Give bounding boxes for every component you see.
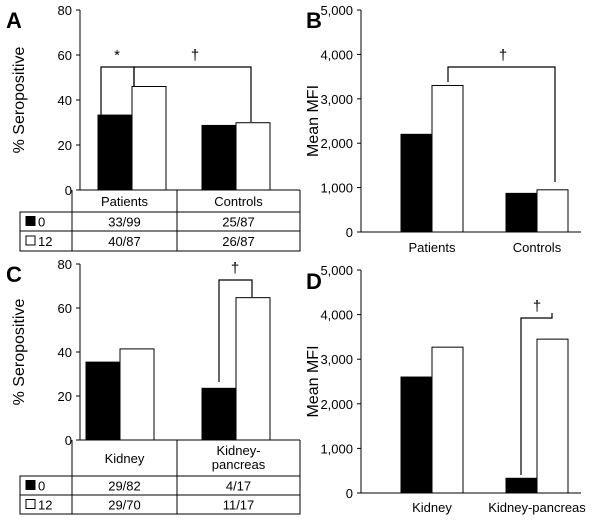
panel-letter: A <box>6 8 22 33</box>
y-axis-title: % Seropositive <box>11 299 28 406</box>
significance-marker: * <box>114 47 120 64</box>
bar-kidney-pancreas-12 <box>235 297 271 441</box>
table-cell: 40/87 <box>108 234 141 249</box>
y-tick-label: 3,000 <box>320 92 353 107</box>
y-tick-label: 4,000 <box>320 308 353 323</box>
bar-patients-12 <box>131 86 167 191</box>
y-tick-label: 60 <box>58 301 72 316</box>
category-label: Patients <box>409 240 456 255</box>
y-axis-title: Mean MFI <box>305 345 322 417</box>
data-table: Patients Controls 0 33/99 25/87 12 40/87 26/87 <box>19 190 301 252</box>
bar-patients-0 <box>400 133 433 233</box>
category-label: Controls <box>513 240 562 255</box>
legend-swatch-12 <box>25 235 36 246</box>
table-header: Kidney-pancreas <box>212 443 266 472</box>
legend-label: 12 <box>38 498 52 513</box>
table-header: Kidney <box>105 451 145 466</box>
category-label: Controls <box>214 194 263 209</box>
y-axis-title: Mean MFI <box>305 85 322 157</box>
significance-bracket <box>520 313 553 475</box>
significance-marker: † <box>191 47 199 64</box>
y-tick-label: 60 <box>58 48 72 63</box>
significance-bracket <box>133 66 252 122</box>
table-cell: 29/70 <box>108 498 141 513</box>
y-tick-label: 80 <box>58 257 72 272</box>
significance-marker: † <box>499 47 507 64</box>
table-cell: 33/99 <box>108 215 141 230</box>
significance-marker: † <box>231 260 239 277</box>
y-tick-label: 0 <box>65 183 72 198</box>
y-axis-title: % Seropositive <box>11 47 28 154</box>
legend-label: 0 <box>38 215 45 230</box>
legend-label: 12 <box>38 234 52 249</box>
bar-patients-0 <box>97 114 133 191</box>
table-cell: 29/82 <box>108 479 141 494</box>
bar-controls-0 <box>505 192 538 233</box>
table-cell: 11/17 <box>223 498 255 513</box>
bar-patients-12 <box>431 84 464 233</box>
table-cell: 26/87 <box>222 234 255 249</box>
panel-letter: B <box>306 8 322 33</box>
y-tick-label: 0 <box>346 486 353 501</box>
panel-b: B 0 1,000 2,000 3,000 4,000 5,000 Mean MFI Patie… <box>305 3 581 255</box>
y-tick-label: 20 <box>58 389 72 404</box>
legend-swatch-0 <box>25 480 36 490</box>
y-tick-label: 5,000 <box>320 263 353 278</box>
table-cell: 25/87 <box>222 215 255 230</box>
significance-bracket <box>447 66 556 182</box>
bar-kidney-0 <box>85 361 121 441</box>
y-tick-label: 2,000 <box>320 136 353 151</box>
bar-kidney-0 <box>400 376 433 494</box>
bar-kidney-pancreas-0 <box>505 477 538 494</box>
y-tick-label: 4,000 <box>320 47 353 62</box>
y-tick-label: 1,000 <box>320 441 353 456</box>
bar-controls-12 <box>536 189 569 233</box>
legend-swatch-12 <box>25 499 36 509</box>
bar-kidney-12 <box>119 348 155 441</box>
significance-bracket <box>218 279 253 382</box>
category-label: Kidney-pancreas <box>488 500 586 515</box>
panel-c: C 0 20 40 60 80 % Seropositive † Kidney Kidney-pa… <box>6 257 301 515</box>
y-tick-label: 1,000 <box>320 181 353 196</box>
panel-d: D 0 1,000 2,000 3,000 4,000 5,000 Mean MFI Kidne… <box>305 263 586 515</box>
panel-letter: C <box>6 262 22 287</box>
panel-letter: D <box>306 269 322 294</box>
table-cell: 4/17 <box>226 479 251 494</box>
legend-label: 0 <box>38 479 45 494</box>
bar-controls-12 <box>235 122 271 191</box>
bar-kidney-12 <box>431 346 464 494</box>
table-header-line: pancreas <box>212 457 266 472</box>
y-tick-label: 5,000 <box>320 3 353 18</box>
y-tick-label: 3,000 <box>320 352 353 367</box>
bar-kidney-pancreas-0 <box>201 387 237 441</box>
category-label: Patients <box>101 194 148 209</box>
y-tick-label: 0 <box>65 433 72 448</box>
bar-kidney-pancreas-12 <box>536 338 569 494</box>
legend-swatch-0 <box>25 216 36 226</box>
y-tick-label: 40 <box>58 93 72 108</box>
panel-a: A 0 20 40 60 80 % Seropositive * † Patients Contro… <box>6 3 301 252</box>
y-tick-label: 2,000 <box>320 397 353 412</box>
y-tick-label: 40 <box>58 345 72 360</box>
table-header-line: Kidney- <box>216 443 260 458</box>
category-label: Kidney <box>412 500 452 515</box>
data-table: Kidney Kidney-pancreas 0 29/82 4/17 12 29/70 11… <box>19 440 301 515</box>
significance-bracket <box>100 66 135 115</box>
bar-controls-0 <box>201 124 237 191</box>
y-tick-label: 0 <box>346 225 353 240</box>
significance-marker: † <box>533 298 541 315</box>
y-tick-label: 20 <box>58 138 72 153</box>
y-tick-label: 80 <box>58 3 72 18</box>
